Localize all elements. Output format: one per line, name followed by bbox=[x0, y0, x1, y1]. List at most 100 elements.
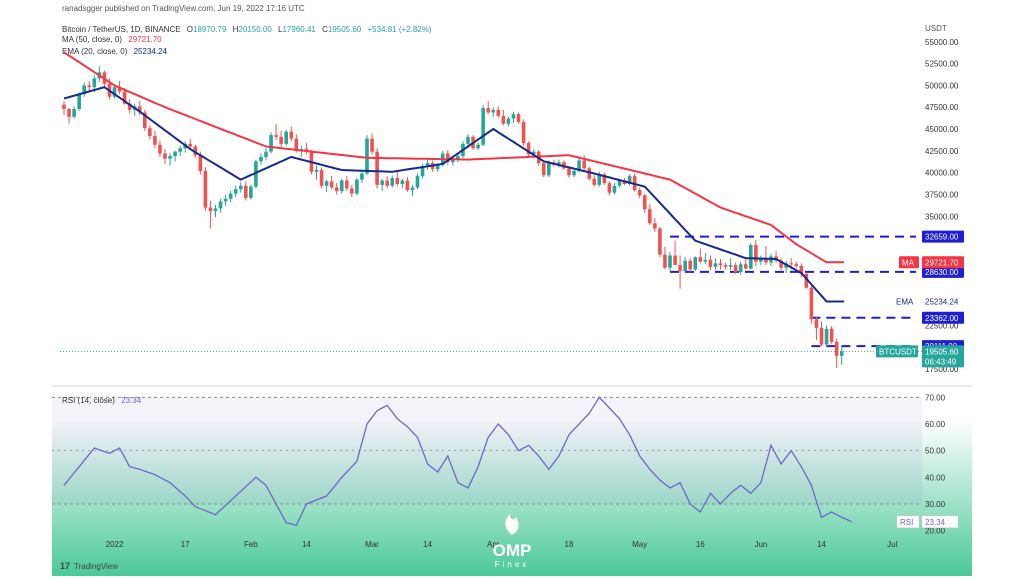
candle-body bbox=[496, 109, 501, 116]
candle-body bbox=[678, 265, 682, 272]
candle-body bbox=[400, 180, 405, 184]
candle-body bbox=[521, 122, 526, 143]
candle-body bbox=[531, 151, 536, 155]
ema-name-tag-box bbox=[893, 295, 919, 308]
time-axis-tick: Jul bbox=[887, 540, 897, 549]
candle-body bbox=[228, 193, 233, 199]
candle-body bbox=[547, 162, 551, 176]
rsi-value-badge-box bbox=[921, 515, 959, 529]
price-axis-tick: 17500.00 bbox=[925, 365, 959, 374]
candle-body bbox=[244, 185, 248, 198]
candle-body bbox=[405, 180, 410, 191]
price-axis-tick: 42500.00 bbox=[925, 147, 959, 156]
ma-legend: MA (50, close, 0) 29721.70 bbox=[62, 35, 162, 44]
ma-legend-value: 29721.70 bbox=[128, 35, 162, 44]
price-axis-tick: 47500.00 bbox=[925, 103, 959, 112]
candle-body bbox=[117, 87, 122, 92]
candle-body bbox=[82, 85, 86, 95]
candle-body bbox=[345, 180, 349, 189]
candle-body bbox=[607, 183, 612, 193]
candle-body bbox=[163, 153, 167, 159]
candle-body bbox=[597, 174, 602, 185]
candle-body bbox=[385, 180, 389, 186]
tradingview-brand-text: TradingView bbox=[74, 562, 118, 571]
watermark-background bbox=[52, 420, 972, 576]
candle-body bbox=[491, 109, 496, 113]
candle-body bbox=[698, 257, 703, 262]
candle-body bbox=[72, 108, 76, 117]
candle-body bbox=[148, 128, 152, 137]
currency-label: USDT bbox=[925, 24, 947, 33]
symbol-name-tag-text: BTCUSDT bbox=[879, 347, 917, 356]
candle-body bbox=[557, 162, 561, 165]
candle-body bbox=[67, 108, 71, 117]
candle-body bbox=[350, 188, 354, 194]
candle-body bbox=[703, 259, 708, 262]
candle-body bbox=[683, 260, 687, 272]
candle-body bbox=[158, 144, 162, 154]
time-axis-tick: Feb bbox=[244, 540, 258, 549]
ema-price-badge-text: 25234.24 bbox=[925, 297, 959, 306]
ma-name-tag-text: MA bbox=[902, 258, 915, 267]
candle-body bbox=[602, 174, 607, 184]
candle-body bbox=[208, 207, 213, 212]
candle-body bbox=[673, 255, 677, 266]
candle-body bbox=[259, 156, 263, 162]
candle-body bbox=[269, 135, 273, 152]
candle-body bbox=[587, 168, 591, 179]
ema-price-badge-box bbox=[922, 295, 964, 308]
candle-body bbox=[198, 155, 203, 171]
candle-body bbox=[592, 178, 597, 185]
low-label: L bbox=[278, 25, 283, 34]
candle-body bbox=[658, 228, 662, 255]
candle-body bbox=[617, 180, 622, 186]
candle-body bbox=[759, 259, 763, 262]
candle-body bbox=[582, 160, 586, 169]
rsi-axis-tick: 50.00 bbox=[925, 447, 946, 456]
candle-body bbox=[329, 181, 334, 188]
candle-body bbox=[516, 114, 521, 123]
candle-body bbox=[314, 170, 319, 172]
candle-body bbox=[375, 151, 379, 185]
open-value: 18970.79 bbox=[193, 25, 227, 34]
candle-body bbox=[112, 87, 117, 97]
candle-body bbox=[743, 264, 748, 269]
candle-body bbox=[218, 201, 223, 209]
candle-body bbox=[541, 163, 546, 176]
candle-body bbox=[339, 180, 344, 191]
high-label: H bbox=[233, 25, 239, 34]
rsi-name-tag-box bbox=[896, 515, 920, 529]
ma-price-badge-text: 29721.70 bbox=[925, 258, 959, 267]
candle-body bbox=[233, 189, 238, 194]
candle-body bbox=[294, 138, 299, 151]
candle-body bbox=[688, 260, 692, 270]
ema-legend-label: EMA (20, close, 0) bbox=[62, 47, 128, 56]
candle-body bbox=[708, 259, 713, 267]
rsi-axis-tick: 60.00 bbox=[925, 420, 946, 429]
time-axis-tick: Apr bbox=[487, 540, 500, 549]
candle-body bbox=[733, 265, 738, 273]
level-price-badge-box bbox=[922, 265, 964, 278]
price-axis-tick: 45000.00 bbox=[925, 125, 959, 134]
candle-body bbox=[627, 176, 632, 184]
price-axis-tick: 55000.00 bbox=[925, 38, 959, 47]
close-label: C bbox=[322, 25, 328, 34]
candle-body bbox=[476, 144, 480, 149]
price-axis-tick: 37500.00 bbox=[925, 190, 959, 199]
candle-body bbox=[738, 264, 743, 273]
low-value: 17960.41 bbox=[282, 25, 316, 34]
ema-20-line bbox=[63, 86, 845, 303]
time-axis-tick: 16 bbox=[696, 540, 705, 549]
candle-body bbox=[486, 108, 490, 113]
candle-body bbox=[814, 319, 819, 328]
watermark-subtext: Finex bbox=[495, 560, 530, 569]
candle-body bbox=[254, 161, 258, 187]
candle-body bbox=[324, 181, 329, 186]
candle-body bbox=[612, 185, 617, 193]
price-axis-tick: 52500.00 bbox=[925, 60, 959, 69]
candle-body bbox=[637, 190, 642, 196]
candle-body bbox=[829, 328, 834, 342]
candle-body bbox=[410, 187, 415, 191]
candle-body bbox=[223, 198, 228, 202]
